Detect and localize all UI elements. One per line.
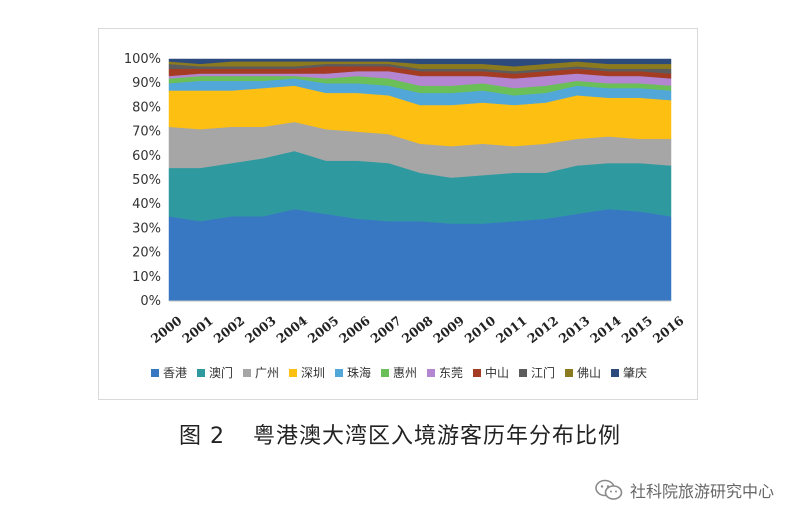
y-tick-label: 70% [132, 125, 161, 140]
watermark: 社科院旅游研究中心 [594, 478, 774, 502]
y-tick-label: 30% [132, 221, 161, 236]
x-tick-label: 2007 [368, 313, 405, 346]
legend-label: 澳门 [209, 365, 233, 380]
y-tick-label: 10% [132, 270, 161, 285]
y-tick-label: 20% [132, 246, 161, 261]
stacked-area-chart: 0%10%20%30%40%50%60%70%80%90%100%2000200… [124, 52, 687, 380]
watermark-text: 社科院旅游研究中心 [629, 482, 774, 501]
y-tick-label: 90% [132, 76, 161, 91]
legend-label: 中山 [485, 365, 509, 380]
area-series-11 [168, 58, 672, 67]
x-tick-label: 2008 [399, 313, 436, 346]
legend-swatch [243, 369, 251, 377]
x-tick-label: 2005 [305, 313, 342, 346]
legend-label: 东莞 [439, 366, 463, 380]
legend-swatch [197, 369, 205, 377]
x-tick-label: 2001 [179, 313, 216, 346]
x-tick-label: 2006 [336, 313, 373, 346]
x-tick-label: 2002 [211, 313, 248, 346]
legend-swatch [381, 369, 389, 377]
x-tick-label: 2015 [619, 313, 656, 346]
legend-swatch [151, 369, 159, 377]
figure-caption: 图 2 粤港澳大湾区入境游客历年分布比例 [0, 418, 800, 450]
x-tick-label: 2013 [556, 313, 593, 346]
x-tick-label: 2011 [493, 313, 530, 346]
y-tick-label: 80% [132, 100, 161, 115]
x-tick-label: 2014 [587, 313, 624, 346]
y-tick-label: 40% [132, 197, 161, 212]
wechat-icon [595, 479, 623, 500]
legend-label: 惠州 [393, 366, 417, 380]
legend-label: 深圳 [301, 366, 325, 380]
legend-label: 肇庆 [623, 365, 647, 380]
y-tick-label: 60% [132, 149, 161, 164]
legend-swatch [427, 369, 435, 377]
legend-swatch [473, 369, 481, 377]
area-series-1 [168, 208, 672, 302]
x-tick-label: 2004 [273, 313, 310, 346]
x-tick-label: 2016 [650, 313, 687, 346]
legend-swatch [519, 369, 527, 377]
x-tick-label: 2000 [148, 313, 185, 346]
legend-label: 珠海 [347, 365, 371, 380]
legend-label: 广州 [255, 366, 279, 380]
x-tick-label: 2010 [462, 313, 499, 346]
legend-label: 香港 [163, 366, 187, 380]
figure-number: 图 2 [178, 424, 225, 449]
legend-swatch [335, 369, 343, 377]
legend-label: 佛山 [577, 366, 601, 380]
chart-frame: 0% 10% 20% 30% 40% 50% 60% 70% 80% 90% 100% 2000 200… [98, 28, 698, 400]
y-tick-label: 0% [140, 294, 161, 309]
figure-title: 粤港澳大湾区入境游客历年分布比例 [252, 424, 621, 449]
x-tick-label: 2012 [524, 313, 561, 346]
y-tick-label: 50% [132, 173, 161, 188]
x-tick-label: 2003 [242, 313, 279, 346]
x-tick-label: 2009 [430, 313, 467, 346]
legend-swatch [565, 369, 573, 377]
legend-swatch [611, 369, 619, 377]
legend-swatch [289, 369, 297, 377]
legend-label: 江门 [531, 365, 555, 380]
y-tick-label: 100% [124, 52, 161, 67]
